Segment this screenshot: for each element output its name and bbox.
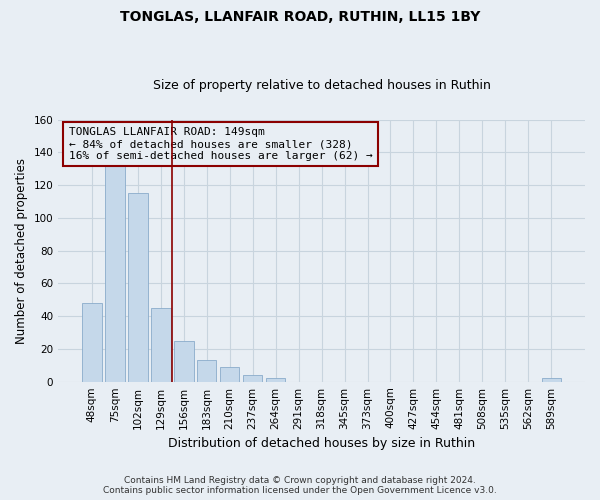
Bar bbox=[128, 194, 148, 382]
Text: TONGLAS LLANFAIR ROAD: 149sqm
← 84% of detached houses are smaller (328)
16% of : TONGLAS LLANFAIR ROAD: 149sqm ← 84% of d… bbox=[69, 128, 373, 160]
Bar bbox=[151, 308, 170, 382]
Bar bbox=[220, 367, 239, 382]
Text: Contains HM Land Registry data © Crown copyright and database right 2024.
Contai: Contains HM Land Registry data © Crown c… bbox=[103, 476, 497, 495]
Bar bbox=[266, 378, 286, 382]
Bar bbox=[174, 340, 194, 382]
Title: Size of property relative to detached houses in Ruthin: Size of property relative to detached ho… bbox=[152, 79, 491, 92]
X-axis label: Distribution of detached houses by size in Ruthin: Distribution of detached houses by size … bbox=[168, 437, 475, 450]
Bar bbox=[197, 360, 217, 382]
Bar bbox=[243, 375, 262, 382]
Text: TONGLAS, LLANFAIR ROAD, RUTHIN, LL15 1BY: TONGLAS, LLANFAIR ROAD, RUTHIN, LL15 1BY bbox=[120, 10, 480, 24]
Bar bbox=[542, 378, 561, 382]
Bar bbox=[105, 164, 125, 382]
Bar bbox=[82, 303, 101, 382]
Y-axis label: Number of detached properties: Number of detached properties bbox=[15, 158, 28, 344]
